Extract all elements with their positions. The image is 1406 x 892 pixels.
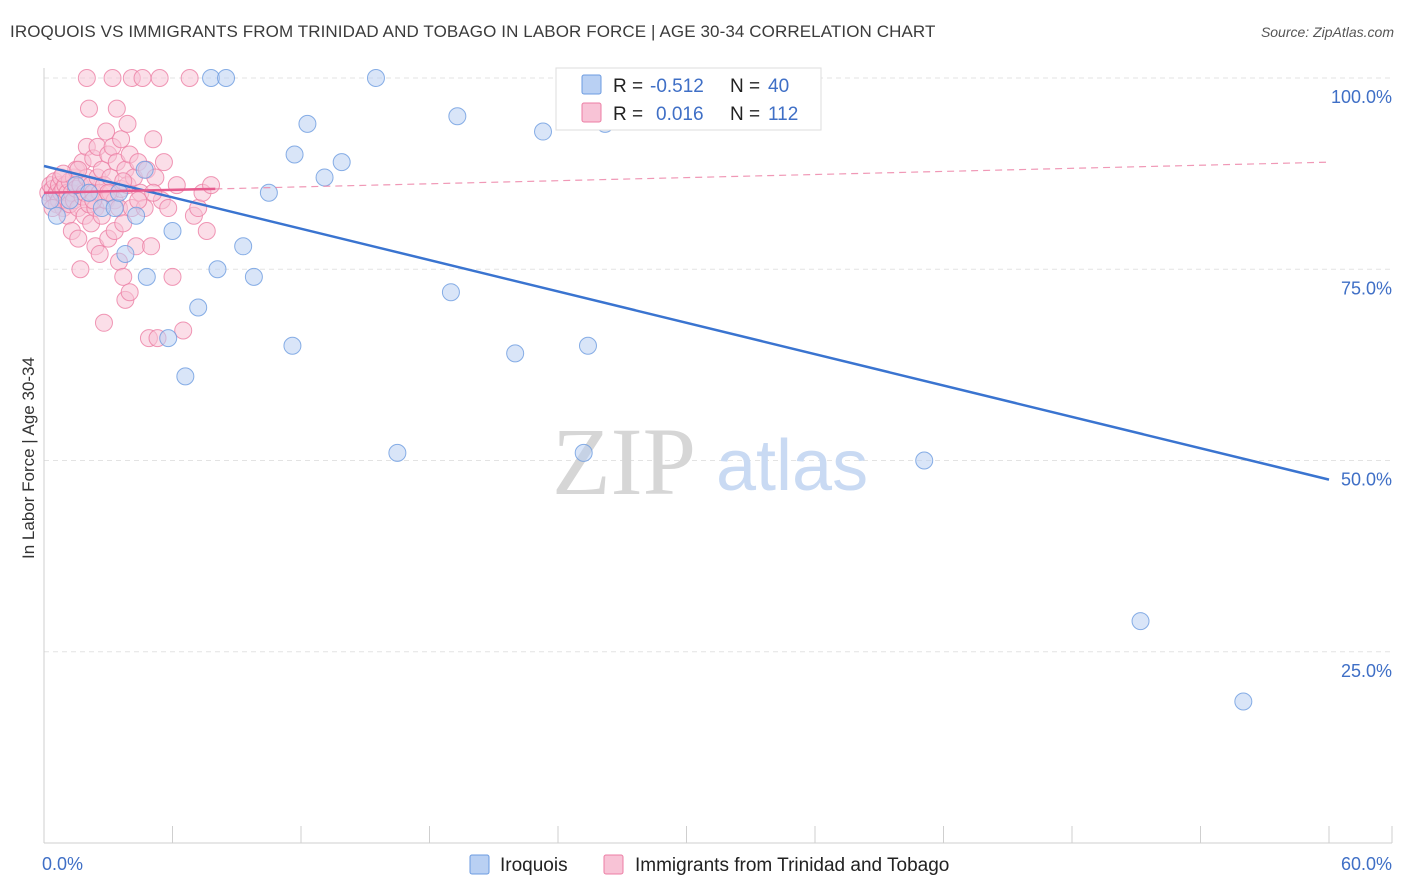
data-point: [441, 283, 460, 302]
data-point: [127, 206, 146, 225]
stats-legend: R = -0.512 N = 40 R = 0.016 N = 112: [555, 67, 822, 131]
stats-r-value-1: 0.016: [656, 104, 704, 125]
data-point: [197, 222, 216, 240]
stats-r-value-0: -0.512: [650, 76, 704, 97]
data-point: [189, 298, 208, 317]
data-point: [71, 260, 90, 279]
trend-line-trinidad: [43, 187, 216, 194]
stats-n-label-1: N =: [730, 104, 760, 125]
data-point: [163, 222, 182, 240]
y-tick-label-2: 50.0%: [1341, 470, 1392, 490]
data-point: [332, 153, 351, 172]
data-point: [94, 313, 113, 332]
stats-n-label-0: N =: [730, 76, 760, 97]
data-point: [506, 344, 525, 363]
grid-lines: [44, 77, 1392, 653]
data-point: [163, 267, 182, 286]
data-points: [39, 69, 1253, 711]
data-point: [298, 114, 317, 133]
watermark-atlas: atlas: [716, 426, 868, 506]
y-tick-label-1: 75.0%: [1341, 278, 1392, 298]
trend-lines: [43, 161, 1330, 481]
data-point: [234, 237, 253, 256]
data-point: [69, 229, 88, 248]
data-point: [176, 367, 195, 386]
y-axis-title: In Labor Force | Age 30-34: [19, 357, 38, 559]
watermark: ZIP atlas: [552, 408, 868, 515]
data-point: [534, 122, 553, 141]
legend-swatch-iroquois: [469, 854, 490, 875]
data-point: [315, 168, 334, 187]
data-point: [77, 69, 96, 87]
y-tick-label-0: 100.0%: [1331, 87, 1392, 107]
series-0-points: [41, 69, 1253, 711]
data-point: [208, 260, 227, 279]
data-point: [574, 443, 593, 462]
data-point: [202, 176, 221, 195]
y-tick-label-3: 25.0%: [1341, 661, 1392, 681]
data-point: [150, 69, 169, 87]
data-point: [135, 160, 154, 179]
data-point: [283, 336, 302, 355]
data-point: [118, 114, 137, 133]
trend-line-trinidad-extension: [215, 161, 1330, 190]
stats-swatch-trinidad: [581, 102, 602, 123]
x-tick-label-min: 0.0%: [42, 854, 83, 874]
data-point: [129, 191, 148, 210]
data-point: [259, 183, 278, 202]
data-point: [41, 191, 60, 210]
data-point: [159, 199, 178, 218]
data-point: [159, 329, 178, 348]
data-point: [217, 69, 236, 87]
data-point: [144, 130, 163, 149]
data-point: [366, 69, 385, 87]
data-point: [79, 99, 98, 118]
data-point: [103, 69, 122, 87]
chart-source: Source: ZipAtlas.com: [1260, 24, 1394, 40]
data-point: [142, 237, 161, 256]
stats-r-label-1: R =: [613, 104, 643, 125]
data-point: [578, 336, 597, 355]
legend-label-trinidad: Immigrants from Trinidad and Tobago: [635, 855, 949, 876]
y-tick-labels: 100.0% 75.0% 50.0% 25.0%: [1331, 87, 1392, 681]
data-point: [180, 69, 199, 87]
data-point: [174, 321, 193, 340]
data-point: [448, 107, 467, 126]
stats-n-value-0: 40: [768, 76, 789, 97]
data-point: [90, 244, 109, 263]
data-point: [116, 244, 135, 263]
data-point: [107, 99, 126, 118]
trend-line-iroquois: [43, 164, 1330, 481]
legend-label-iroquois: Iroquois: [500, 855, 568, 876]
legend-swatch-trinidad: [603, 854, 624, 875]
series-legend: Iroquois Immigrants from Trinidad and To…: [469, 854, 949, 876]
stats-swatch-iroquois: [581, 74, 602, 95]
chart-title: IROQUOIS VS IMMIGRANTS FROM TRINIDAD AND…: [10, 22, 936, 41]
data-point: [112, 130, 131, 149]
data-point: [120, 283, 139, 302]
data-point: [1131, 612, 1150, 631]
data-point: [105, 199, 124, 218]
data-point: [1234, 692, 1253, 711]
watermark-zip: ZIP: [552, 408, 696, 515]
data-point: [133, 69, 152, 87]
data-point: [915, 451, 934, 470]
data-point: [244, 267, 263, 286]
stats-r-label-0: R =: [613, 76, 643, 97]
data-point: [60, 191, 79, 210]
data-point: [154, 153, 173, 172]
data-point: [137, 267, 156, 286]
x-tick-label-max: 60.0%: [1341, 854, 1392, 874]
stats-n-value-1: 112: [768, 104, 798, 125]
data-point: [202, 69, 221, 87]
data-point: [47, 206, 66, 225]
data-point: [114, 267, 133, 286]
data-point: [97, 122, 116, 141]
data-point: [388, 443, 407, 462]
data-point: [285, 145, 304, 164]
